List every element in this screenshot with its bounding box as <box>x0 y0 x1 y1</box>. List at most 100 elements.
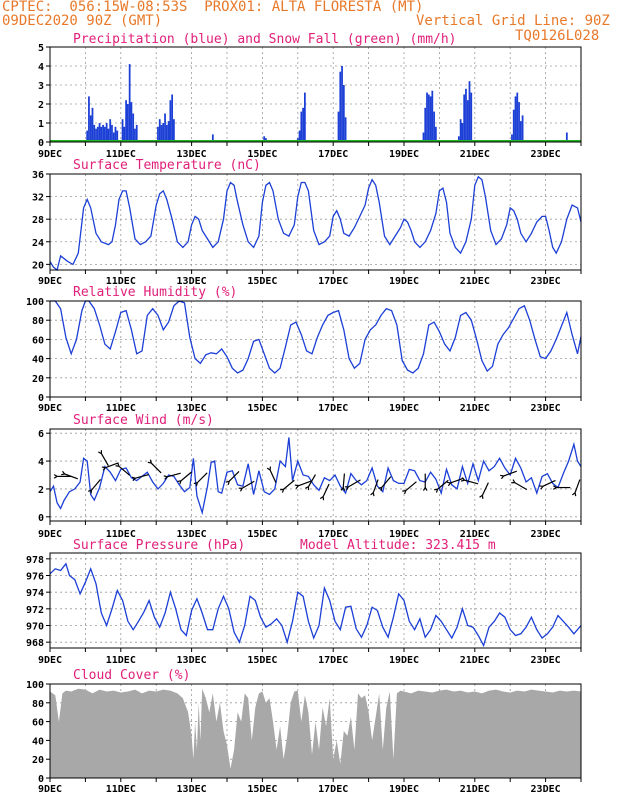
precip-bar <box>123 126 126 142</box>
wind-arrow <box>434 479 449 493</box>
wind-arrow <box>163 472 181 480</box>
wind-arrow-shaft <box>437 479 449 490</box>
precip-bar <box>121 119 124 142</box>
precip-bar <box>463 94 466 142</box>
wind-arrow <box>88 479 101 494</box>
wind-arrow <box>370 479 379 497</box>
panel-frame <box>49 46 582 143</box>
wind-arrow <box>266 466 277 483</box>
y-tick-label: 2 <box>38 485 44 496</box>
precip-bar <box>422 132 425 142</box>
wind-arrow-head <box>266 467 271 471</box>
series-line <box>50 300 582 374</box>
precip-bar <box>424 107 427 142</box>
y-tick-label: 0 <box>38 393 44 404</box>
x-tick-label: 21DEC <box>460 149 490 160</box>
panel-frame <box>49 552 582 649</box>
precip-bar <box>157 126 159 142</box>
x-tick-label: 17DEC <box>318 276 348 287</box>
panel-title: Precipitation (blue) and Snow Fall (gree… <box>73 32 457 47</box>
precip-bar <box>164 113 166 142</box>
precip-bar <box>461 123 464 142</box>
panel-title: Surface Wind (m/s) <box>73 413 214 428</box>
x-tick-label: 9DEC <box>38 784 62 795</box>
wind-arrow <box>479 482 489 499</box>
wind-arrow-head <box>424 487 428 491</box>
precip-bar <box>339 71 342 142</box>
panel-0: Precipitation (blue) and Snow Fall (gree… <box>38 32 582 160</box>
precip-bar <box>114 126 117 142</box>
precip-bar <box>211 134 214 142</box>
x-tick-label: 9DEC <box>38 655 62 666</box>
wind-arrow-head <box>102 467 106 471</box>
wind-arrow-head <box>435 489 439 493</box>
wind-arrow-shaft <box>574 479 581 493</box>
x-tick-label: 23DEC <box>531 276 561 287</box>
precip-bar <box>303 92 306 142</box>
wind-arrow <box>177 471 193 485</box>
x-tick-label: 19DEC <box>389 784 419 795</box>
x-tick-label: 15DEC <box>247 784 277 795</box>
x-tick-label: 19DEC <box>389 276 419 287</box>
wind-arrow-head <box>346 486 349 491</box>
y-tick-label: 40 <box>32 355 44 366</box>
wind-arrow-head <box>53 475 58 479</box>
y-tick-label: 36 <box>32 170 44 181</box>
precip-bar <box>300 111 303 142</box>
wind-arrow-head <box>447 482 451 487</box>
precip-bar <box>519 121 522 142</box>
panel-frame <box>49 683 582 779</box>
precip-bar <box>173 119 175 142</box>
wind-arrow <box>422 473 428 491</box>
wind-arrow-shaft <box>269 469 277 483</box>
wind-arrow-shaft <box>514 482 528 491</box>
wind-arrow <box>225 471 240 485</box>
wind-arrow-shaft <box>348 479 361 488</box>
wind-arrow-shaft <box>135 474 149 479</box>
wind-arrow-head <box>132 477 136 482</box>
wind-arrow-head <box>195 482 198 487</box>
wind-arrow-shaft <box>450 477 464 484</box>
x-tick-label: 13DEC <box>177 149 207 160</box>
precip-bar <box>169 100 172 142</box>
wind-arrow <box>305 474 316 491</box>
wind-arrow-shaft <box>322 483 330 497</box>
x-tick-label: 9DEC <box>38 403 62 414</box>
precip-bar <box>468 81 471 142</box>
precip-bar <box>426 92 428 142</box>
panel-frame <box>49 173 582 271</box>
wind-arrow <box>511 479 528 491</box>
precip-bar <box>111 124 113 142</box>
y-tick-label: 20 <box>32 374 44 385</box>
x-tick-label: 11DEC <box>106 655 136 666</box>
x-tick-label: 23DEC <box>531 784 561 795</box>
wind-arrow-head <box>227 481 230 485</box>
precip-bar <box>429 96 432 142</box>
panel-title: Cloud Cover (%) <box>73 668 190 683</box>
wind-arrow <box>294 480 312 489</box>
panel-4: Surface Pressure (hPa) Model Altitude: 32… <box>26 538 582 666</box>
precip-bar <box>470 92 473 142</box>
precip-bar <box>158 119 161 142</box>
precip-bar <box>135 124 138 142</box>
panel-1: Surface Temperature (nC) 20 24 28 32 36 9DEC 11… <box>32 158 582 287</box>
precip-bar <box>93 124 96 142</box>
precip-bar <box>344 117 347 142</box>
x-tick-label: 11DEC <box>106 403 136 414</box>
wind-arrow-shaft <box>241 480 255 489</box>
header-code: TQ0126L028 <box>515 28 600 44</box>
wind-arrow-head <box>179 480 182 485</box>
wind-arrow-head <box>404 490 407 495</box>
wind-arrow-shaft <box>503 470 517 477</box>
y-tick-label: 28 <box>32 215 44 226</box>
header-date-line: 09DEC2020 90Z (GMT) <box>2 13 163 29</box>
precip-bar <box>103 126 106 142</box>
precip-bar <box>95 128 97 142</box>
precip-bar <box>337 111 340 142</box>
x-tick-label: 19DEC <box>389 529 419 540</box>
x-tick-label: 15DEC <box>247 529 277 540</box>
wind-arrow-shaft <box>118 465 131 476</box>
wind-arrow-head <box>164 476 168 480</box>
wind-arrow-shaft <box>150 462 162 474</box>
